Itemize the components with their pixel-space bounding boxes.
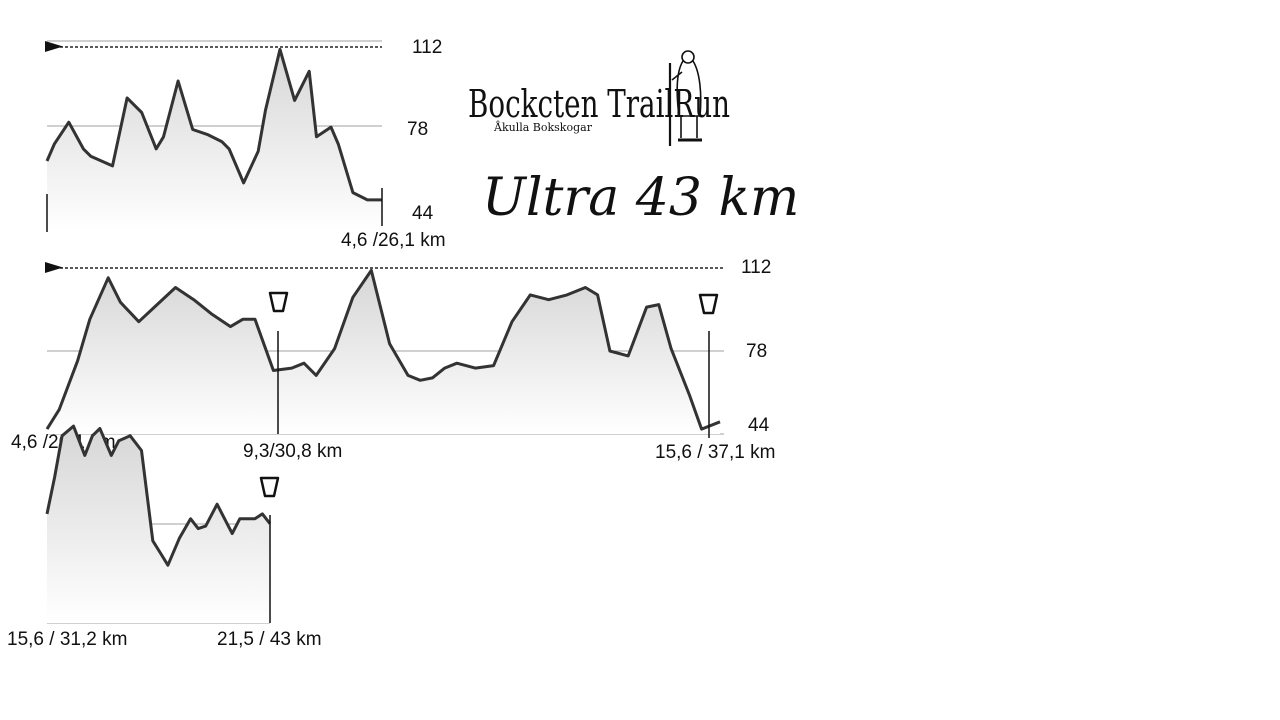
chart3-start-label: 15,6 / 31,2 km xyxy=(7,629,127,650)
hiker-figure-icon xyxy=(668,50,702,146)
chart3-elevation-line xyxy=(45,424,272,567)
chart2-elevation-line xyxy=(45,268,721,431)
chart2-aid-station-icon-2 xyxy=(698,293,719,315)
chart2-ytick-78: 78 xyxy=(746,341,767,362)
chart1-start-flag-icon xyxy=(45,41,63,52)
race-title: Ultra 43 km xyxy=(482,168,799,228)
chart3-finish-label: 21,5 / 43 km xyxy=(217,629,322,650)
chart1-ytick-44: 44 xyxy=(412,203,434,224)
chart1-ytick-112: 112 xyxy=(412,37,442,58)
chart-segment-2: 112 78 44 4,6 /26,1 km 9,3/30,8 km 15,6 … xyxy=(11,257,775,463)
chart2-marker-label-1: 9,3/30,8 km xyxy=(243,441,342,462)
chart-segment-1: 112 78 44 4,6 /26,1 km xyxy=(45,37,446,251)
chart1-end-label: 4,6 /26,1 km xyxy=(341,230,446,251)
chart3-aid-station-icon xyxy=(259,476,280,498)
chart3-elevation-area xyxy=(47,426,270,623)
logo: Bockcten TrailRun Åkulla Bokskogar xyxy=(468,50,730,146)
chart1-ytick-78: 78 xyxy=(407,119,428,140)
chart2-ytick-44: 44 xyxy=(748,415,770,436)
chart2-elevation-area xyxy=(47,270,720,434)
logo-tagline: Åkulla Bokskogar xyxy=(493,120,593,134)
chart-segment-3: 15,6 / 31,2 km 21,5 / 43 km xyxy=(7,424,322,650)
chart2-aid-station-icon-1 xyxy=(268,291,289,313)
logo-name: Bockcten TrailRun xyxy=(468,82,730,126)
chart2-marker-label-2: 15,6 / 37,1 km xyxy=(655,442,775,463)
chart2-ytick-112: 112 xyxy=(741,257,771,278)
chart1-elevation-area xyxy=(47,49,382,233)
chart1-elevation-line xyxy=(45,47,382,202)
chart2-start-flag-icon xyxy=(45,262,63,273)
